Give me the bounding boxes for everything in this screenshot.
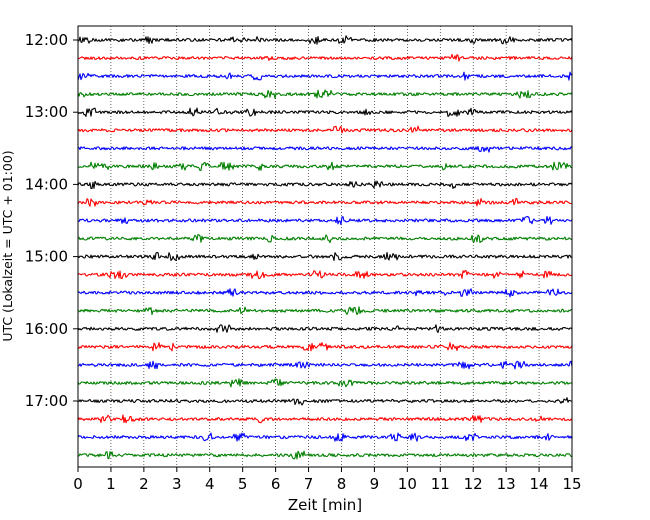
x-tick-label: 5	[238, 475, 248, 493]
trace-line	[77, 251, 573, 262]
y-tick-label: 14:00	[25, 175, 68, 193]
trace-line	[77, 397, 573, 406]
plot-frame	[77, 25, 573, 468]
trace-line	[77, 450, 573, 460]
trace-line	[77, 234, 573, 244]
trace-group	[77, 35, 573, 460]
trace-line	[77, 89, 573, 99]
trace-line	[77, 107, 573, 117]
y-tick-label: 16:00	[25, 320, 68, 338]
trace-line	[77, 288, 573, 298]
x-axis-label: Zeit [min]	[288, 496, 362, 514]
trace-line	[77, 342, 573, 352]
trace-line	[77, 414, 573, 424]
x-axis: 0 1 2 3 4 5 6 7 8 9 10 11 12 13 14 15	[73, 467, 582, 493]
x-tick-label: 0	[73, 475, 83, 493]
trace-line	[77, 71, 573, 81]
trace-line	[77, 161, 573, 172]
x-tick-label: 8	[337, 475, 347, 493]
y-axis: 12:00 13:00 14:00 15:00 16:00 17:00	[25, 31, 78, 410]
trace-line	[77, 125, 573, 134]
x-tick-label: 4	[205, 475, 215, 493]
x-tick-label: 10	[398, 475, 417, 493]
trace-line	[77, 197, 573, 207]
trace-line	[78, 146, 573, 153]
x-tick-label: 2	[139, 475, 149, 493]
y-tick-label: 17:00	[25, 392, 68, 410]
x-tick-label: 3	[172, 475, 182, 493]
trace-line	[78, 360, 573, 370]
y-tick-label: 13:00	[25, 103, 68, 121]
trace-line	[77, 270, 573, 280]
trace-line	[77, 306, 573, 316]
trace-line	[77, 378, 573, 388]
y-tick-label: 15:00	[25, 248, 68, 266]
x-tick-label: 11	[431, 475, 450, 493]
trace-line	[78, 35, 573, 45]
x-tick-label: 15	[562, 475, 581, 493]
trace-line	[77, 180, 573, 190]
trace-line	[77, 324, 573, 334]
x-tick-label: 14	[530, 475, 549, 493]
y-axis-label: UTC (Lokalzeit = UTC + 01:00)	[0, 150, 15, 341]
x-tick-label: 9	[370, 475, 380, 493]
x-tick-label: 13	[497, 475, 516, 493]
x-tick-label: 6	[271, 475, 281, 493]
x-tick-label: 7	[304, 475, 314, 493]
x-tick-label: 12	[464, 475, 483, 493]
trace-line	[77, 432, 573, 442]
y-tick-label: 12:00	[25, 31, 68, 49]
trace-line	[77, 53, 573, 62]
x-tick-label: 1	[106, 475, 116, 493]
trace-line	[78, 215, 573, 226]
